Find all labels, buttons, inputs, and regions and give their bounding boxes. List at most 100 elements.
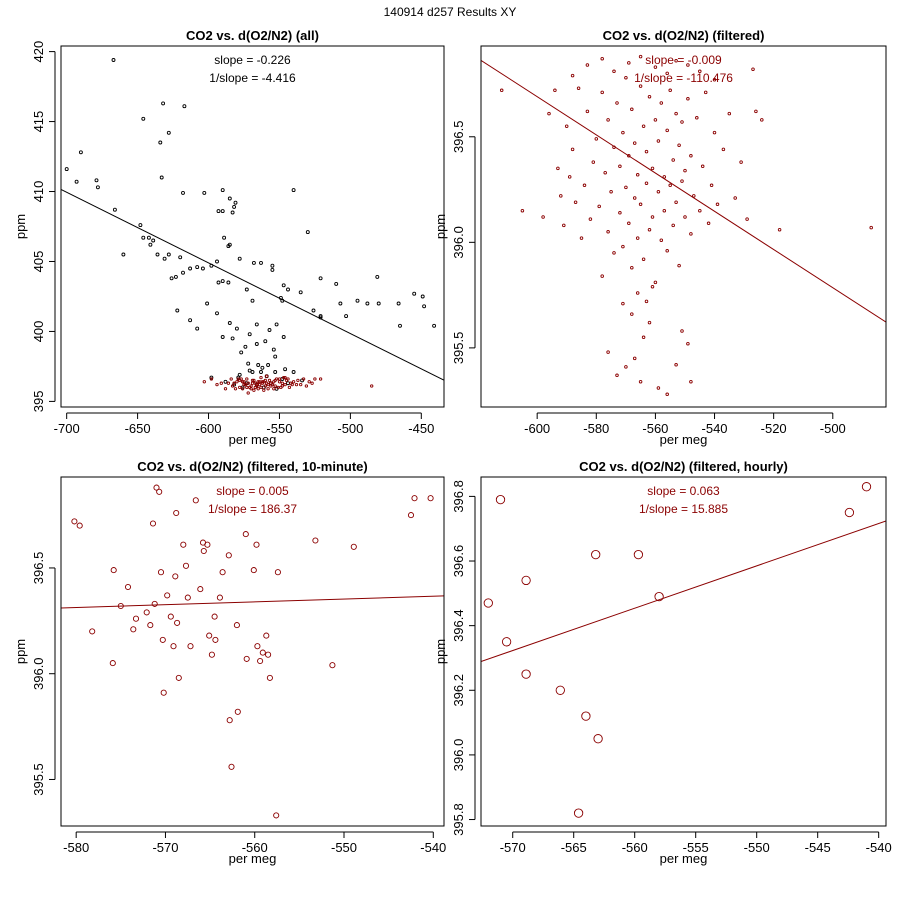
data-point <box>109 660 116 667</box>
data-point <box>156 488 163 495</box>
data-point <box>237 372 242 377</box>
data-point <box>254 643 261 650</box>
data-point <box>153 484 160 491</box>
data-point <box>121 252 126 257</box>
data-point <box>157 569 165 576</box>
data-point <box>233 200 238 205</box>
data-point <box>233 622 240 629</box>
x-tick-label: -540 <box>420 840 446 855</box>
data-point <box>680 179 684 183</box>
data-point <box>232 204 237 209</box>
data-point <box>686 341 690 346</box>
data-point <box>665 71 669 76</box>
data-point <box>138 223 143 228</box>
data-point <box>283 375 287 380</box>
x-tick-label: -650 <box>125 421 151 436</box>
data-point <box>130 626 137 633</box>
data-point <box>216 280 221 285</box>
data-point <box>618 211 622 215</box>
data-point <box>573 808 584 818</box>
data-point <box>95 185 100 190</box>
data-point <box>240 380 245 384</box>
data-point <box>677 143 681 147</box>
data-point <box>683 215 687 219</box>
data-point <box>632 356 637 361</box>
data-point <box>250 298 255 303</box>
data-point <box>695 116 699 120</box>
data-point <box>318 377 323 381</box>
data-point <box>242 382 246 387</box>
data-point <box>674 363 678 367</box>
fit-line <box>61 188 444 381</box>
x-axis-label: per meg <box>660 432 708 447</box>
data-point <box>591 549 601 560</box>
data-point <box>71 518 78 525</box>
data-point <box>148 242 153 247</box>
data-point <box>627 154 631 158</box>
data-point <box>274 569 281 576</box>
data-point <box>175 674 182 681</box>
fit-line <box>61 595 444 609</box>
data-point <box>650 215 655 219</box>
fit-line <box>481 59 886 323</box>
y-axis-label: ppm <box>433 214 448 239</box>
data-point <box>521 575 531 586</box>
data-point <box>277 380 282 384</box>
data-point <box>632 196 637 200</box>
data-point <box>227 321 232 325</box>
data-point <box>553 88 557 93</box>
data-point <box>432 323 437 328</box>
data-point <box>721 147 726 152</box>
data-point <box>260 365 265 370</box>
data-point <box>483 598 493 608</box>
data-point <box>579 236 584 240</box>
annotation-slope: slope = -0.226 <box>214 53 291 67</box>
data-point <box>209 375 214 380</box>
data-point <box>329 662 336 669</box>
data-point <box>247 332 252 337</box>
data-point <box>686 97 690 101</box>
data-point <box>259 370 263 374</box>
data-point <box>143 609 150 616</box>
series-filtered <box>202 374 374 395</box>
data-point <box>593 734 603 744</box>
y-tick-label: 410 <box>31 181 46 203</box>
data-point <box>606 350 610 354</box>
data-point <box>777 227 782 232</box>
data-point <box>411 495 418 502</box>
data-point <box>644 181 649 185</box>
data-point <box>627 221 631 226</box>
data-point <box>215 382 219 387</box>
chart-title: CO2 vs. d(O2/N2) (filtered) <box>603 28 765 43</box>
data-point <box>282 375 286 380</box>
data-point <box>659 101 664 105</box>
data-point <box>227 242 232 247</box>
y-tick-label: 395.5 <box>451 332 466 365</box>
data-point <box>228 763 235 770</box>
data-point <box>365 301 370 306</box>
annotation-inverse-slope: 1/slope = 186.37 <box>208 502 297 516</box>
data-point <box>259 375 263 380</box>
data-point <box>286 377 290 381</box>
data-point <box>570 73 575 78</box>
data-point <box>246 361 251 366</box>
data-point <box>712 78 717 82</box>
data-point <box>334 281 339 286</box>
data-point <box>621 130 625 135</box>
annotation-slope: slope = -0.009 <box>645 53 722 67</box>
data-point <box>230 384 235 388</box>
data-point <box>638 84 643 88</box>
data-point <box>149 520 157 527</box>
x-tick-label: -450 <box>408 421 434 436</box>
chart-title: CO2 vs. d(O2/N2) (filtered, hourly) <box>579 459 788 474</box>
data-point <box>301 377 306 381</box>
data-point <box>671 158 675 162</box>
data-point <box>184 594 191 601</box>
data-point <box>89 628 96 635</box>
data-point <box>159 175 164 180</box>
x-axis-label: per meg <box>229 432 277 447</box>
x-tick-label: -700 <box>54 421 80 436</box>
data-point <box>654 591 664 602</box>
data-point <box>618 164 622 169</box>
data-point <box>256 387 260 391</box>
